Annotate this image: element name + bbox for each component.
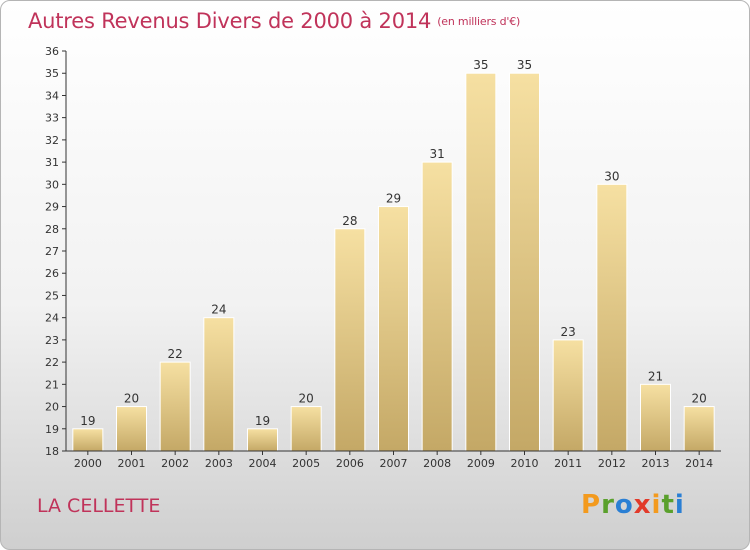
y-tick-label: 20 [45, 401, 59, 414]
data-label: 35 [473, 58, 488, 72]
logo-letter: i [674, 490, 685, 520]
x-tick-label: 2011 [554, 457, 582, 470]
bar [421, 161, 453, 452]
y-tick-label: 28 [45, 223, 59, 236]
y-tick-label: 27 [45, 245, 59, 258]
y-tick-label: 32 [45, 134, 59, 147]
x-tick-label: 2006 [336, 457, 364, 470]
data-label: 28 [342, 214, 357, 228]
bar [72, 428, 104, 452]
x-axis: 2000 2001 2002 2003 2004 2005 2006 2007 2008 2009… [66, 450, 721, 470]
logo-letter: o [614, 490, 634, 520]
x-tick-label: 2012 [598, 457, 626, 470]
bars: 19 20 22 24 19 20 28 29 31 35 35 23 30 21 20 [72, 58, 715, 452]
x-tick-label: 2014 [685, 457, 713, 470]
x-tick-label: 2013 [642, 457, 670, 470]
y-tick-label: 29 [45, 201, 59, 214]
y-tick-label: 31 [45, 156, 59, 169]
data-label: 20 [299, 392, 314, 406]
data-label: 30 [604, 169, 619, 183]
bar [640, 383, 671, 452]
y-tick-label: 24 [45, 312, 59, 325]
data-label: 35 [517, 58, 532, 72]
bar [290, 406, 322, 452]
data-label: 20 [692, 392, 707, 406]
x-tick-label: 2009 [467, 457, 495, 470]
x-tick-label: 2000 [74, 457, 102, 470]
chart-title-text: Autres Revenus Divers de 2000 à 2014 [28, 9, 432, 33]
data-label: 21 [648, 369, 663, 383]
logo-letter: t [661, 490, 675, 520]
bar [159, 361, 191, 452]
chart-unit: (en milliers d'€) [437, 15, 521, 28]
data-label: 22 [168, 347, 183, 361]
y-tick-label: 23 [45, 334, 59, 347]
logo-letter: P [581, 490, 602, 520]
bar [509, 72, 540, 452]
bar [378, 206, 409, 452]
bar [203, 317, 235, 452]
y-tick-label: 26 [45, 267, 59, 280]
data-label: 29 [386, 192, 401, 206]
data-label: 20 [124, 392, 139, 406]
data-label: 24 [211, 303, 226, 317]
y-axis: 18 19 20 21 22 23 24 25 26 27 28 29 30 31 32 33 34 35 36 [45, 45, 67, 458]
logo-letter: r [601, 490, 615, 520]
data-label: 19 [80, 414, 95, 428]
bar [334, 228, 366, 452]
x-tick-label: 2005 [292, 457, 320, 470]
logo-letter: i [651, 490, 662, 520]
y-tick-label: 30 [45, 178, 59, 191]
y-tick-label: 34 [45, 89, 59, 102]
y-tick-label: 21 [45, 378, 59, 391]
y-tick-label: 19 [45, 423, 59, 436]
x-tick-label: 2010 [511, 457, 539, 470]
y-tick-label: 25 [45, 289, 59, 302]
x-tick-label: 2003 [205, 457, 233, 470]
x-tick-label: 2008 [423, 457, 451, 470]
y-tick-label: 36 [45, 45, 59, 58]
bar [596, 183, 628, 452]
y-tick-label: 18 [45, 445, 59, 458]
chart-title: Autres Revenus Divers de 2000 à 2014 (en … [28, 9, 520, 33]
x-tick-label: 2007 [380, 457, 408, 470]
x-tick-label: 2002 [161, 457, 189, 470]
bar [683, 406, 715, 452]
commune-name: LA CELLETTE [37, 495, 161, 517]
data-label: 19 [255, 414, 270, 428]
bar [552, 339, 584, 452]
y-tick-label: 35 [45, 67, 59, 80]
y-tick-label: 22 [45, 356, 59, 369]
x-tick-label: 2004 [249, 457, 277, 470]
x-tick-label: 2001 [118, 457, 146, 470]
bar [116, 406, 147, 452]
proxiti-logo: Proxiti [581, 490, 685, 520]
y-tick-label: 33 [45, 112, 59, 125]
bar [247, 428, 278, 452]
bar [465, 72, 497, 452]
data-label: 31 [430, 147, 445, 161]
logo-letter: x [633, 490, 652, 520]
data-label: 23 [561, 325, 576, 339]
